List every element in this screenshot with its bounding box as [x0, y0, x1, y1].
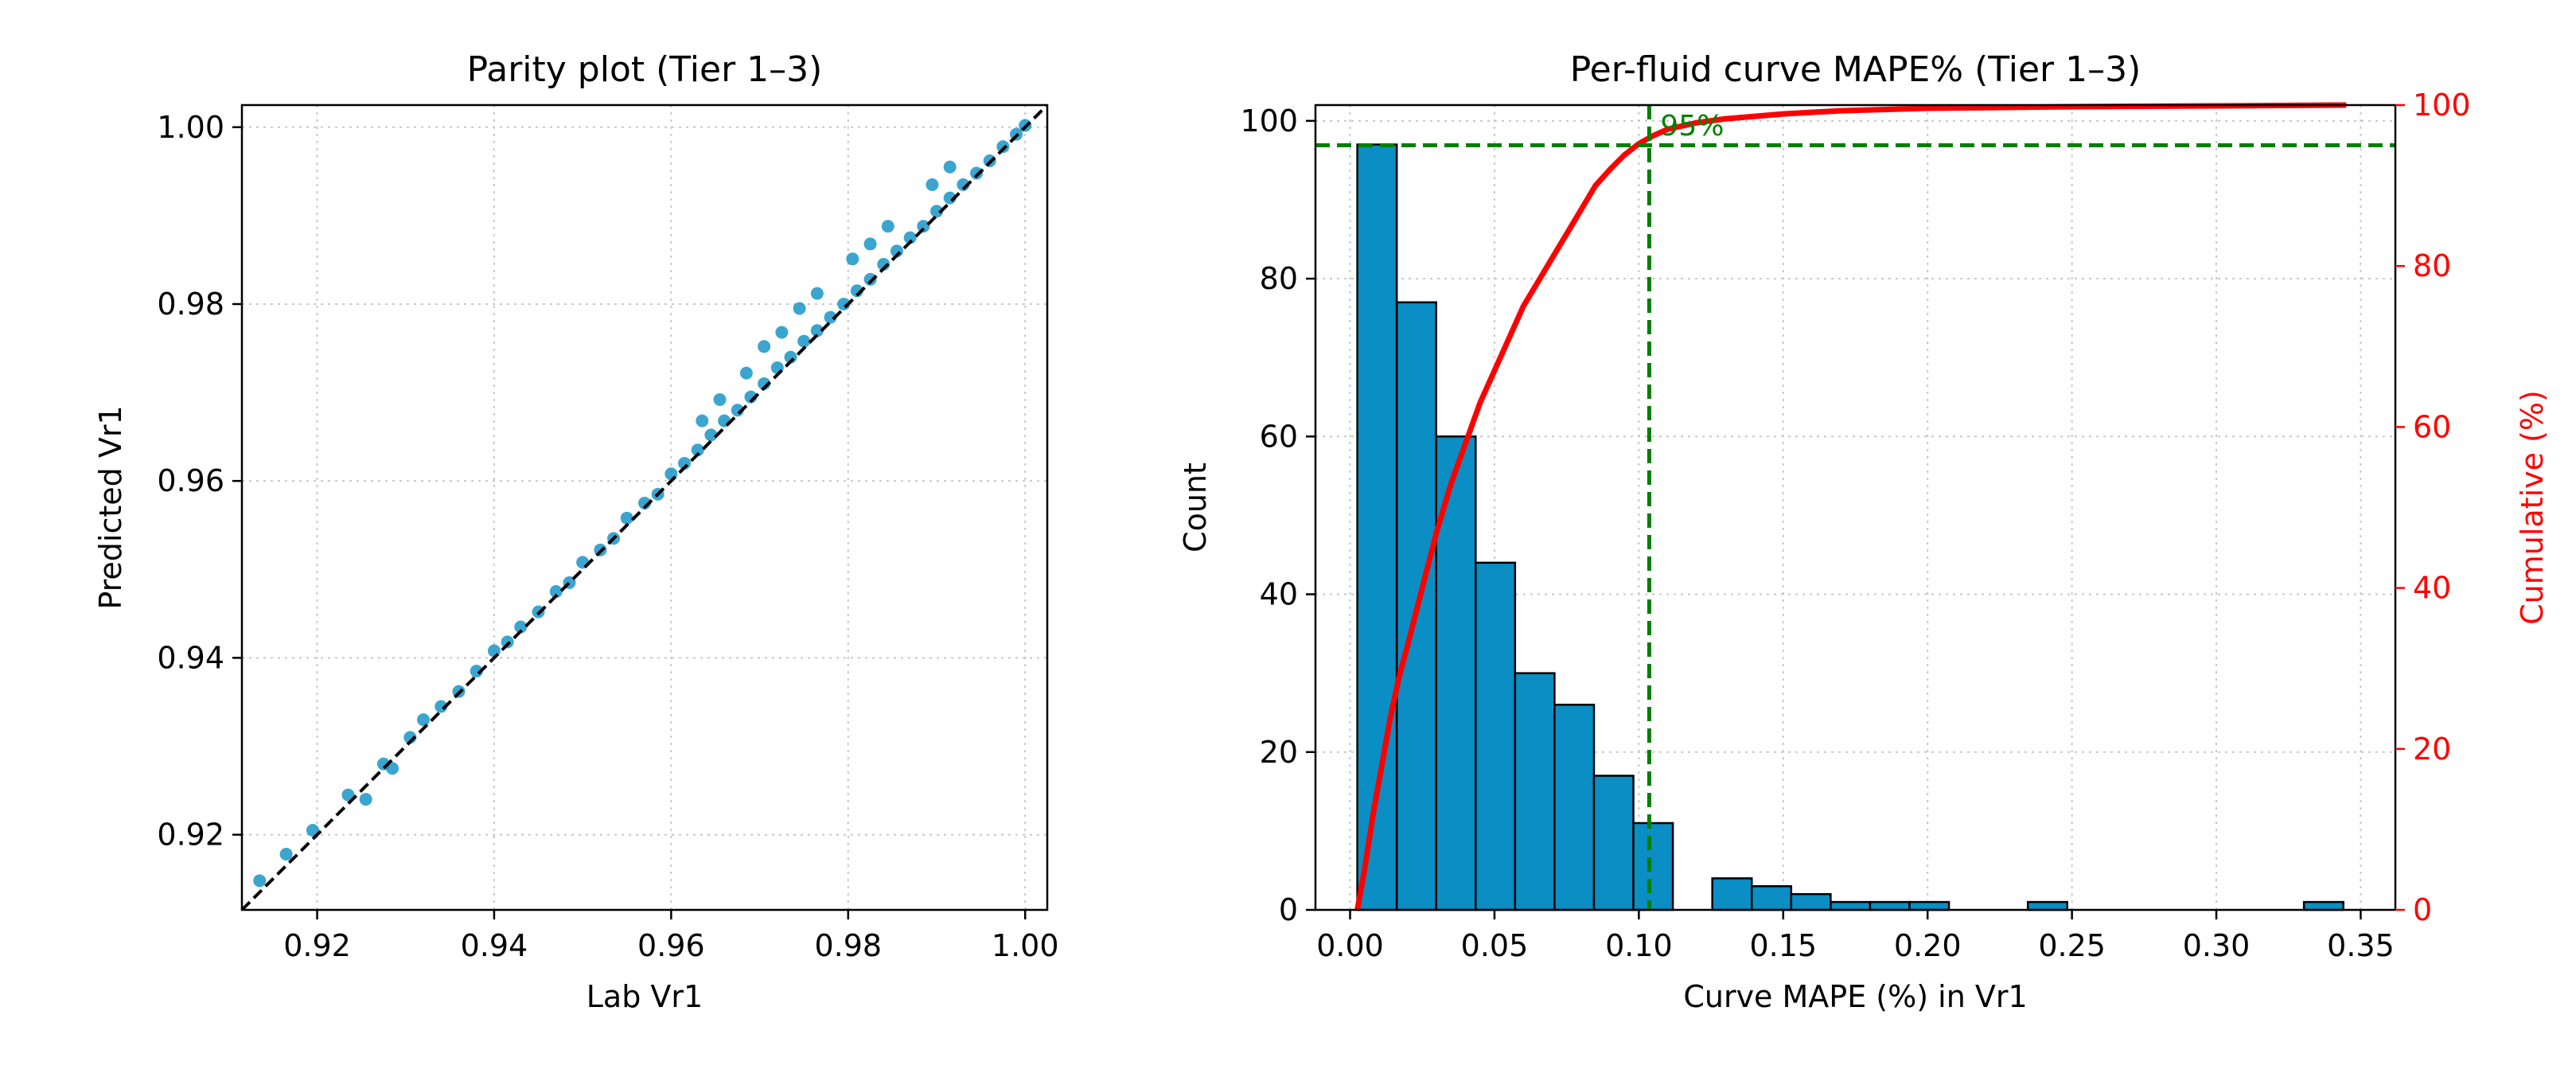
scatter-point	[846, 252, 859, 266]
histogram-bar	[2026, 900, 2068, 911]
parity-x-tick-label: 0.96	[637, 928, 705, 963]
histogram-bar	[1830, 900, 1872, 911]
scatter-point	[903, 231, 917, 244]
scatter-point	[926, 178, 939, 191]
parity-chart-title: Parity plot (Tier 1–3)	[467, 49, 823, 90]
scatter-point	[386, 762, 399, 775]
parity-y-tick-label: 0.96	[157, 463, 224, 498]
histogram-bar	[1592, 775, 1635, 911]
parity-x-axis-label: Lab Vr1	[587, 979, 703, 1014]
scatter-point	[758, 340, 771, 353]
cumulative-y-tick-label: 80	[2413, 248, 2451, 283]
histogram-x-axis-label: Curve MAPE (%) in Vr1	[1683, 979, 2027, 1014]
histogram-bar	[1908, 900, 1951, 911]
histogram-x-tick-label: 0.10	[1605, 928, 1673, 963]
histogram-x-tick-label: 0.15	[1749, 928, 1817, 963]
cumulative-y-tick-label: 100	[2413, 88, 2471, 123]
histogram-y-tick-label: 60	[1260, 419, 1298, 454]
histogram-bar	[1553, 704, 1596, 911]
histogram-bar	[1750, 885, 1793, 911]
scatter-point	[514, 620, 528, 634]
histogram-x-tick-label: 0.05	[1461, 928, 1529, 963]
histogram-bar	[1711, 877, 1753, 911]
scatter-point	[620, 511, 633, 525]
scatter-point	[943, 160, 957, 174]
cumulative-line	[1354, 102, 2347, 911]
histogram-bar	[1632, 822, 1674, 911]
scatter-point	[696, 414, 709, 427]
parity-y-ticks: 0.92 0.94 0.96 0.98 1.00	[157, 110, 242, 853]
parity-plot-frame	[240, 103, 1049, 911]
histogram-bar	[1869, 900, 1911, 911]
parity-y-tick-label: 0.98	[157, 287, 224, 322]
scatter-point	[279, 848, 293, 861]
scatter-point	[793, 302, 806, 315]
mape-histogram-chart: 95% 0.00 0.05 0.10 0.15 0.20 0.25 0.30 0.35 0 20…	[1178, 49, 2550, 1014]
parity-y-tick-label: 1.00	[157, 110, 224, 145]
histogram-x-tick-label: 0.20	[1894, 928, 1962, 963]
scatter-point	[996, 140, 1010, 154]
scatter-point	[691, 443, 704, 457]
histogram-plot-frame	[1314, 103, 2397, 911]
scatter-point	[929, 205, 943, 218]
scatter-point	[863, 272, 877, 286]
scatter-point	[359, 793, 372, 806]
scatter-point	[739, 366, 753, 380]
scatter-point	[775, 326, 789, 339]
histogram-y-tick-label: 40	[1260, 577, 1298, 612]
parity-grid	[242, 105, 1047, 910]
cumulative-y-tick-label: 60	[2413, 409, 2451, 444]
histogram-x-tick-label: 0.35	[2327, 928, 2395, 963]
scatter-point	[704, 428, 718, 442]
cumulative-y-tick-label: 20	[2413, 732, 2451, 767]
scatter-point	[917, 220, 930, 233]
scatter-point	[863, 237, 877, 251]
scatter-point	[549, 585, 563, 599]
histogram-y-tick-label: 100	[1240, 103, 1298, 139]
histogram-x-tick-label: 0.00	[1316, 928, 1384, 963]
histogram-x-tick-label: 0.25	[2038, 928, 2106, 963]
parity-chart: 0.92 0.94 0.96 0.98 1.00 0.92 0.94 0.96 0.98 1.0…	[93, 49, 1059, 1014]
histogram-x-ticks: 0.00 0.05 0.10 0.15 0.20 0.25 0.30 0.35	[1316, 910, 2395, 963]
histogram-x-tick-label: 0.30	[2183, 928, 2251, 963]
cumulative-y-tick-label: 0	[2413, 892, 2432, 927]
parity-y-axis-label: Predicted Vr1	[93, 405, 128, 609]
histogram-bar	[1475, 561, 1517, 911]
parity-y-tick-label: 0.94	[157, 640, 224, 675]
scatter-point	[416, 713, 430, 727]
histogram-bar	[1514, 672, 1556, 911]
scatter-point	[797, 334, 811, 348]
percentile-label: 95%	[1660, 110, 1724, 142]
scatter-point	[501, 635, 514, 649]
identity-reference-line	[240, 103, 1049, 911]
parity-x-tick-label: 0.92	[283, 928, 351, 963]
scatter-point	[713, 392, 727, 406]
histogram-y-tick-label: 20	[1260, 735, 1298, 770]
scatter-point	[810, 324, 824, 338]
parity-x-tick-label: 1.00	[992, 928, 1059, 963]
histogram-y-axis-label: Count	[1178, 463, 1213, 552]
parity-y-tick-label: 0.92	[157, 818, 224, 853]
histogram-chart-title: Per-fluid curve MAPE% (Tier 1–3)	[1570, 49, 2141, 90]
cumulative-y-axis-label: Cumulative (%)	[2515, 390, 2550, 625]
histogram-y-tick-label: 80	[1260, 261, 1298, 296]
scatter-point	[881, 220, 894, 233]
parity-x-tick-label: 0.98	[814, 928, 882, 963]
scatter-point	[824, 310, 837, 324]
scatter-point	[810, 287, 824, 300]
parity-x-ticks: 0.92 0.94 0.96 0.98 1.00	[283, 910, 1059, 963]
histogram-y-tick-label: 0	[1279, 892, 1298, 927]
cumulative-y-tick-label: 40	[2413, 571, 2451, 606]
scatter-point	[341, 788, 355, 802]
histogram-bar	[1790, 892, 1832, 911]
cumulative-y-ticks: 0 20 40 60 80 100	[2395, 88, 2471, 927]
scatter-point	[306, 824, 319, 837]
parity-x-tick-label: 0.94	[461, 928, 528, 963]
histogram-bar	[2302, 900, 2344, 911]
scatter-point	[970, 166, 984, 180]
scatter-point	[253, 874, 267, 888]
histogram-y-ticks: 0 20 40 60 80 100	[1240, 103, 1315, 927]
